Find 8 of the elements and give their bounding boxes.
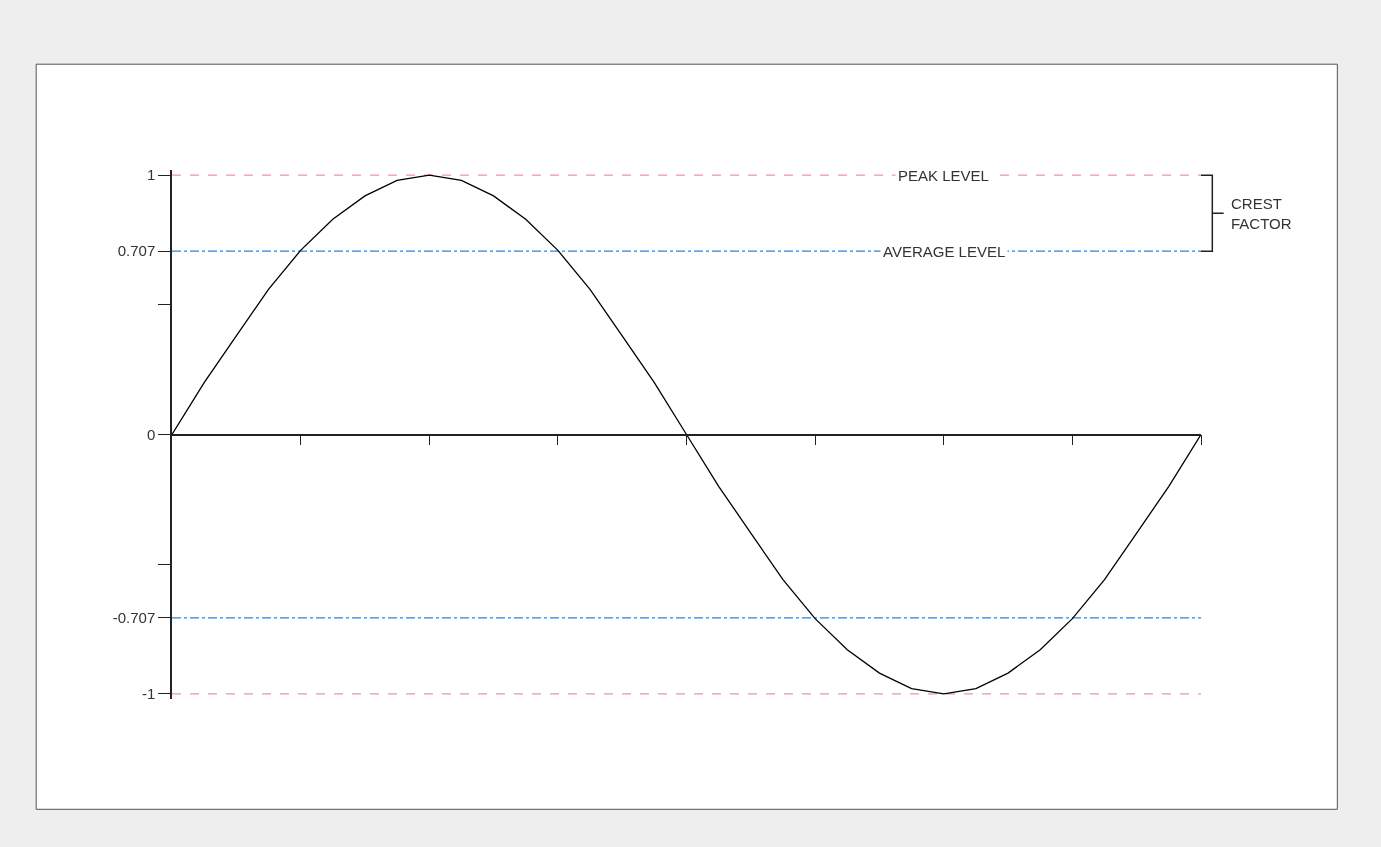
y-tick-label: -0.707 [112, 609, 156, 627]
y-tick-label: -1 [141, 685, 156, 703]
y-tick-label: 0.707 [117, 242, 156, 260]
y-tick-label: 1 [146, 166, 156, 184]
text: CREST FACTOR [1231, 195, 1292, 232]
ref-line-label: AVERAGE LEVEL [883, 243, 1006, 260]
y-tick-label: 0 [146, 425, 156, 443]
ref-line-label: PEAK LEVEL [898, 167, 989, 184]
